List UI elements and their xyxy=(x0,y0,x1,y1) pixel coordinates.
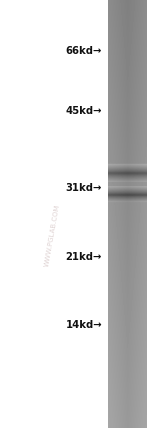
Text: 45kd→: 45kd→ xyxy=(66,106,102,116)
Text: 31kd→: 31kd→ xyxy=(66,183,102,193)
Text: 66kd→: 66kd→ xyxy=(66,46,102,56)
Text: WWW.PGLAB.COM: WWW.PGLAB.COM xyxy=(44,204,61,267)
Text: 14kd→: 14kd→ xyxy=(65,320,102,330)
Text: 21kd→: 21kd→ xyxy=(66,252,102,262)
